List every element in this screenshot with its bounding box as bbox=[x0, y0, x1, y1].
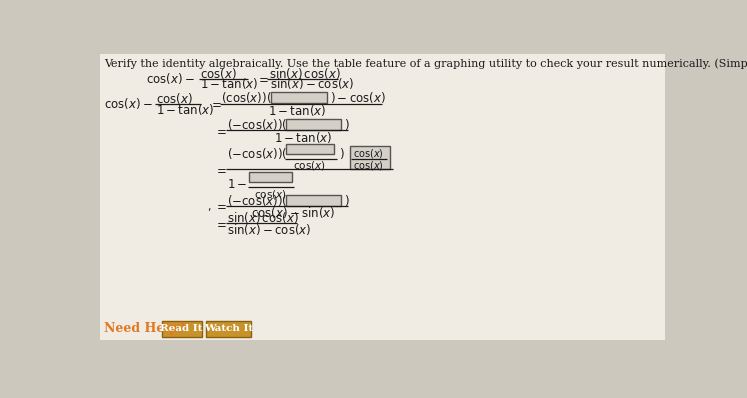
Text: Verify the identity algebraically. Use the table feature of a graphing utility t: Verify the identity algebraically. Use t… bbox=[105, 59, 747, 69]
Text: $\mathrm{cos}(x)-$: $\mathrm{cos}(x)-$ bbox=[146, 71, 195, 86]
FancyBboxPatch shape bbox=[285, 195, 341, 206]
Text: $)$: $)$ bbox=[344, 117, 350, 132]
Text: ,: , bbox=[208, 202, 211, 212]
Text: $1-$: $1-$ bbox=[227, 178, 248, 191]
Text: $=$: $=$ bbox=[214, 163, 226, 176]
Text: $\mathrm{sin}(x)-\mathrm{cos}(x)$: $\mathrm{sin}(x)-\mathrm{cos}(x)$ bbox=[227, 222, 311, 237]
FancyBboxPatch shape bbox=[350, 146, 390, 170]
Text: $(-\mathrm{cos}(x))($: $(-\mathrm{cos}(x))($ bbox=[227, 117, 288, 132]
Text: $1-\mathrm{tan}(x)$: $1-\mathrm{tan}(x)$ bbox=[274, 130, 332, 144]
Text: $\mathrm{sin}(x)-\mathrm{cos}(x)$: $\mathrm{sin}(x)-\mathrm{cos}(x)$ bbox=[270, 76, 354, 92]
Text: $\mathrm{sin}(x)\,\mathrm{cos}(x)$: $\mathrm{sin}(x)\,\mathrm{cos}(x)$ bbox=[227, 211, 300, 225]
Text: $)$: $)$ bbox=[344, 193, 350, 208]
Text: $\mathrm{cos}(x)$: $\mathrm{cos}(x)$ bbox=[200, 66, 238, 81]
Text: $\mathrm{cos}(x)$: $\mathrm{cos}(x)$ bbox=[156, 91, 193, 106]
Text: $=$: $=$ bbox=[214, 199, 226, 212]
Text: $(-\mathrm{cos}(x))($: $(-\mathrm{cos}(x))($ bbox=[227, 193, 288, 208]
Text: $\mathrm{cos}(x)-\mathrm{sin}(x)$: $\mathrm{cos}(x)-\mathrm{sin}(x)$ bbox=[251, 205, 335, 220]
FancyBboxPatch shape bbox=[271, 92, 326, 103]
Text: $=$: $=$ bbox=[214, 217, 226, 230]
Text: $(-\mathrm{cos}(x))($: $(-\mathrm{cos}(x))($ bbox=[227, 146, 288, 161]
FancyBboxPatch shape bbox=[285, 119, 341, 130]
FancyBboxPatch shape bbox=[99, 54, 666, 340]
Text: $1-\mathrm{tan}(x)$: $1-\mathrm{tan}(x)$ bbox=[267, 103, 326, 118]
Text: $)$: $)$ bbox=[339, 146, 344, 161]
Text: $\mathrm{cos}(x)$: $\mathrm{cos}(x)$ bbox=[293, 159, 325, 172]
Text: $\mathrm{cos}(x)$: $\mathrm{cos}(x)$ bbox=[353, 147, 384, 160]
Text: Need Help?: Need Help? bbox=[105, 322, 185, 335]
Text: $=$: $=$ bbox=[209, 98, 222, 111]
FancyBboxPatch shape bbox=[205, 321, 251, 337]
Text: $\mathrm{sin}(x)\,\mathrm{cos}(x)$: $\mathrm{sin}(x)\,\mathrm{cos}(x)$ bbox=[268, 66, 341, 81]
FancyBboxPatch shape bbox=[286, 144, 335, 154]
Text: $=$: $=$ bbox=[214, 124, 226, 137]
FancyBboxPatch shape bbox=[161, 321, 202, 337]
FancyBboxPatch shape bbox=[249, 172, 292, 182]
Text: $1-\mathrm{tan}(x)$: $1-\mathrm{tan}(x)$ bbox=[156, 102, 214, 117]
Text: $)-\mathrm{cos}(x)$: $)-\mathrm{cos}(x)$ bbox=[329, 90, 385, 105]
Text: $\mathrm{cos}(x)-$: $\mathrm{cos}(x)-$ bbox=[105, 96, 153, 111]
Text: $\mathrm{cos}(x)$: $\mathrm{cos}(x)$ bbox=[353, 159, 384, 172]
Text: Read It: Read It bbox=[161, 324, 203, 333]
Text: $1-\mathrm{tan}(x)$: $1-\mathrm{tan}(x)$ bbox=[200, 76, 258, 92]
Text: $(\mathrm{cos}(x))($: $(\mathrm{cos}(x))($ bbox=[221, 90, 272, 105]
Text: $=$: $=$ bbox=[256, 72, 269, 85]
Text: $\mathrm{cos}(x)$: $\mathrm{cos}(x)$ bbox=[254, 188, 287, 201]
Text: Watch It: Watch It bbox=[204, 324, 252, 333]
